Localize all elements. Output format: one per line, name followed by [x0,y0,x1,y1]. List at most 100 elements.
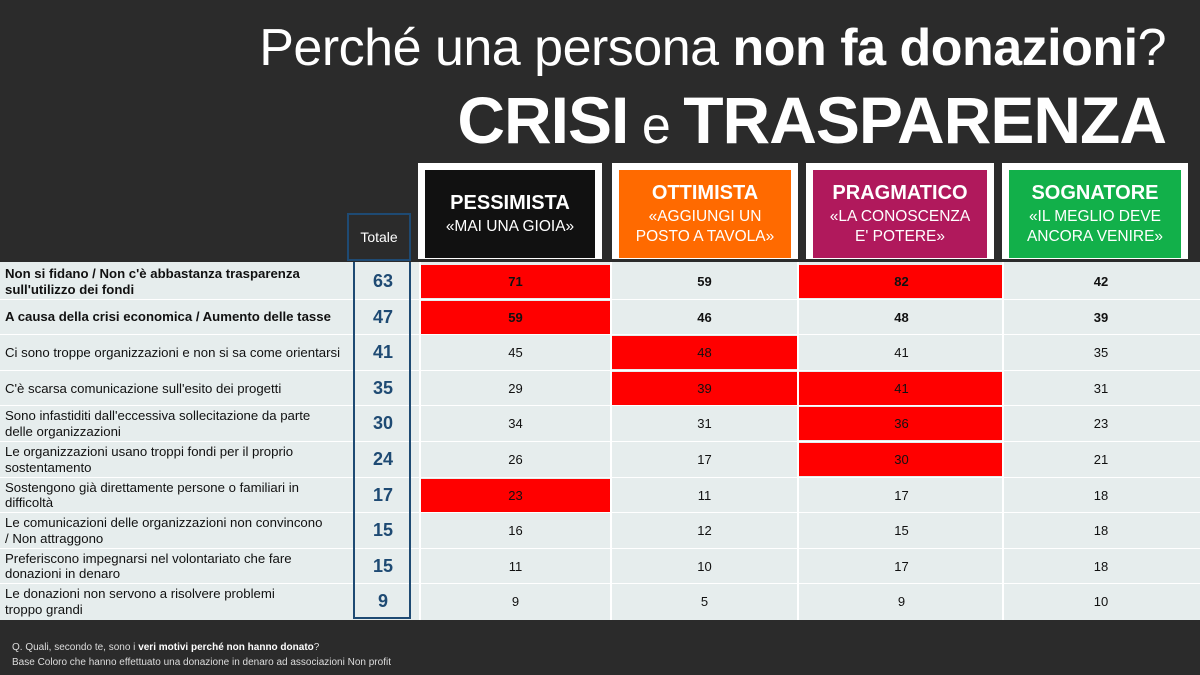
table-row: Preferiscono impegnarsi nel volontariato… [0,549,1200,584]
cell-pessimista: 29 [508,380,523,396]
segment-motto: «MAI UNA GIOIA» [445,218,575,235]
cell-ottimista: 39 [612,371,797,405]
cell-pragmatico: 30 [799,443,1004,476]
row-label: Le organizzazioni usano troppi fondi per… [5,444,294,475]
totale-column-frame [353,262,411,619]
totale-value: 35 [372,377,394,398]
cell-sognatore: 39 [1093,309,1109,325]
cell-pessimista: 59 [421,300,610,334]
totale-header: Totale [347,213,411,261]
cell-ottimista: 17 [697,452,712,467]
segment-panel: OTTIMISTA «AGGIUNGI UN POSTO A TAVOLA» [619,170,791,258]
cell-pragmatico: 48 [894,309,909,325]
cell-pragmatico: 9 [897,594,906,610]
row-label: Ci sono troppe organizzazioni e non si s… [5,344,340,360]
cell-ottimista: 12 [697,523,712,539]
segment-ottimista: OTTIMISTA «AGGIUNGI UN POSTO A TAVOLA» [612,163,798,259]
cell-ottimista: 10 [697,558,712,574]
cell-pragmatico: 82 [799,265,1004,298]
segment-name: PRAGMATICO [832,182,968,204]
cell-pessimista: 45 [508,345,523,361]
table-row: Le organizzazioni usano troppi fondi per… [0,442,1200,477]
totale-value: 15 [372,520,394,541]
row-divider [0,441,1200,442]
row-label: Non si fidano / Non c'è abbastanza trasp… [5,266,300,297]
totale-value: 47 [372,306,394,327]
row-divider [0,334,1200,336]
footer-question: Q. Quali, secondo te, sono i veri motivi… [12,642,320,653]
cell-sognatore: 23 [1093,416,1109,432]
cell-ottimista: 5 [700,594,709,610]
segment-pessimista: PESSIMISTA «MAI UNA GIOIA» [418,163,602,259]
segment-panel: PESSIMISTA «MAI UNA GIOIA» [425,170,595,258]
cell-ottimista: 11 [697,487,712,503]
segment-motto: «LA CONOSCENZA E' POTERE» [829,208,971,245]
column-divider [419,262,421,620]
totale-value: 41 [372,342,394,363]
table-row: A causa della crisi economica / Aumento … [0,300,1200,335]
cell-pessimista: 11 [508,558,523,574]
cell-pragmatico: 41 [799,371,1004,405]
row-divider [0,405,1200,407]
row-label: Sostengono già direttamente persone o fa… [5,479,299,511]
totale-value: 9 [377,591,388,612]
cell-sognatore: 35 [1093,345,1109,361]
row-divider [0,476,1200,478]
cell-ottimista: 46 [697,309,712,325]
segment-pragmatico: PRAGMATICO «LA CONOSCENZA E' POTERE» [806,163,994,259]
cell-sognatore: 10 [1093,594,1109,610]
segment-sognatore: SOGNATORE «IL MEGLIO DEVE ANCORA VENIRE» [1002,163,1188,259]
totale-value: 15 [372,555,394,576]
segment-motto: «AGGIUNGI UN POSTO A TAVOLA» [635,208,775,245]
cell-ottimista: 31 [697,416,712,432]
cell-pessimista: 23 [421,478,610,512]
totale-value: 24 [372,449,394,469]
row-label: A causa della crisi economica / Aumento … [5,309,331,325]
row-label: Le comunicazioni delle organizzazioni no… [5,515,323,546]
totale-value: 63 [372,271,394,291]
cell-sognatore: 42 [1093,274,1109,289]
cell-ottimista: 48 [612,336,797,370]
cell-pessimista: 34 [508,416,523,432]
row-divider [0,547,1200,549]
segment-panel: PRAGMATICO «LA CONOSCENZA E' POTERE» [813,170,987,258]
segment-name: PESSIMISTA [450,192,570,214]
cell-sognatore: 18 [1093,523,1109,539]
table-row: Ci sono troppe organizzazioni e non si s… [0,335,1200,370]
totale-value: 17 [372,484,394,505]
totale-value: 30 [372,413,394,434]
cell-pragmatico: 41 [894,345,909,361]
row-label: Le donazioni non servono a risolvere pro… [5,586,275,617]
table-row: Sostengono già direttamente persone o fa… [0,478,1200,513]
cell-pragmatico: 17 [894,487,909,503]
table-row: Le donazioni non servono a risolvere pro… [0,584,1200,619]
column-divider [610,262,612,620]
segment-motto: «IL MEGLIO DEVE ANCORA VENIRE» [1026,208,1164,245]
table-row: C'è scarsa comunicazione sull'esito dei … [0,371,1200,406]
table-row: Le comunicazioni delle organizzazioni no… [0,513,1200,548]
cell-pessimista: 71 [421,265,610,298]
table-row: Sono infastiditi dall'eccessiva sollecit… [0,406,1200,441]
cell-pessimista: 9 [511,594,520,610]
title-line-1: Perché una persona non fa donazioni? [259,19,1166,77]
segment-name: OTTIMISTA [651,182,759,204]
table-row: Non si fidano / Non c'è abbastanza trasp… [0,264,1200,299]
cell-sognatore: 18 [1093,558,1109,574]
cell-sognatore: 18 [1093,487,1109,503]
row-label: Preferiscono impegnarsi nel volontariato… [5,550,292,582]
cell-sognatore: 31 [1093,380,1109,396]
footer-base: Base Coloro che hanno effettuato una don… [12,657,391,668]
row-label: Sono infastiditi dall'eccessiva sollecit… [5,408,311,439]
cell-pessimista: 26 [508,452,523,467]
segment-panel: SOGNATORE «IL MEGLIO DEVE ANCORA VENIRE» [1009,170,1181,258]
cell-pragmatico: 17 [894,558,909,574]
column-divider [797,262,799,620]
cell-pragmatico: 36 [799,407,1004,441]
row-divider [0,369,1200,371]
segment-name: SOGNATORE [1031,182,1159,204]
cell-ottimista: 59 [697,274,712,289]
cell-sognatore: 21 [1093,452,1109,467]
row-divider [0,583,1200,585]
row-divider [0,298,1200,300]
column-divider [1002,262,1004,620]
